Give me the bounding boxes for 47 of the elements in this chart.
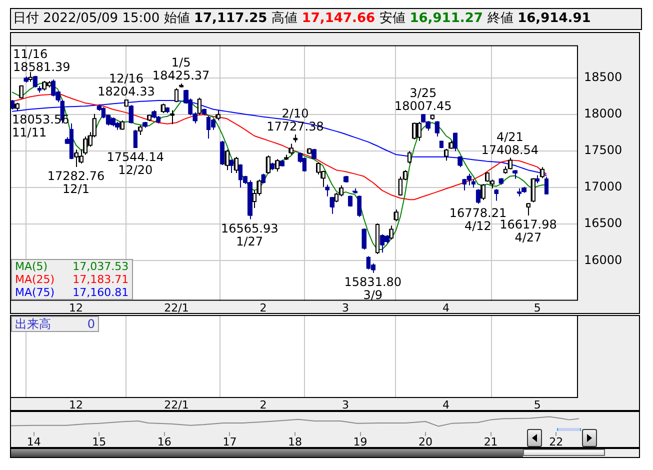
text: MA(25)	[15, 273, 55, 286]
x-tick-label: 3	[342, 301, 349, 314]
x-tick-label: 22	[549, 435, 564, 448]
category-label: 3	[342, 398, 349, 412]
category-label: 5	[534, 398, 541, 412]
annotation: 12/16 18204.33	[98, 72, 155, 99]
x-tick-label: 16	[157, 435, 172, 448]
x-tick-label: 18	[288, 435, 302, 448]
y-tick-label: 17000	[584, 180, 622, 194]
annotation: 3/25 18007.45	[394, 86, 452, 114]
x-tick-label: 15	[92, 435, 106, 448]
category-label: 22/1	[164, 398, 189, 412]
annotation: 17,037.53	[72, 260, 129, 273]
text: 出来高	[15, 317, 51, 331]
x-tick-label: 22/1	[164, 301, 189, 314]
chart-title: 日付 2022/05/09 15:00 始値 17,117.25 高値 17,147.66 安値 16,911.27 終値 16,914.91	[13, 11, 591, 26]
y-tick-label: 18000	[584, 106, 622, 121]
y-tick-label: 16000	[584, 252, 622, 267]
x-tick-label: 19	[353, 435, 368, 448]
x-tick-label: 5	[534, 301, 541, 314]
y-tick-label: 16500	[584, 216, 622, 230]
annotation: 11/16 18581.39	[13, 47, 70, 74]
annotation: 17,160.81	[72, 286, 129, 299]
annotation: 16565.93 1/27	[220, 221, 278, 248]
x-tick-label: 21	[484, 435, 498, 448]
x-tick-label: 14	[26, 435, 41, 448]
text: 0	[87, 317, 95, 331]
annotation: 4/21 17408.54	[481, 130, 539, 157]
x-tick-label: 20	[418, 435, 433, 448]
text: MA(75)	[15, 286, 55, 299]
y-tick-label: 18500	[584, 70, 622, 84]
x-tick-label: 2	[260, 301, 267, 314]
y-tick-label: 17500	[584, 143, 622, 158]
category-label: 12	[69, 398, 84, 412]
annotation: 17282.76 12/1	[47, 168, 105, 196]
annotation: 15831.80 3/9	[344, 274, 402, 302]
x-tick-label: 12	[69, 301, 84, 314]
x-tick-label: 17	[222, 435, 237, 448]
annotation: 16617.98 4/27	[500, 218, 557, 245]
annotation: 2/10 17727.38	[266, 106, 324, 134]
category-label: 2	[260, 398, 267, 412]
text: MA(5)	[15, 260, 48, 273]
category-label: 4	[442, 398, 450, 412]
annotation: 17,183.71	[72, 273, 129, 286]
x-tick-label: 4	[442, 301, 450, 314]
annotation: 17544.14 12/20	[106, 150, 164, 177]
annotation: 1/5 18425.37	[152, 56, 210, 83]
